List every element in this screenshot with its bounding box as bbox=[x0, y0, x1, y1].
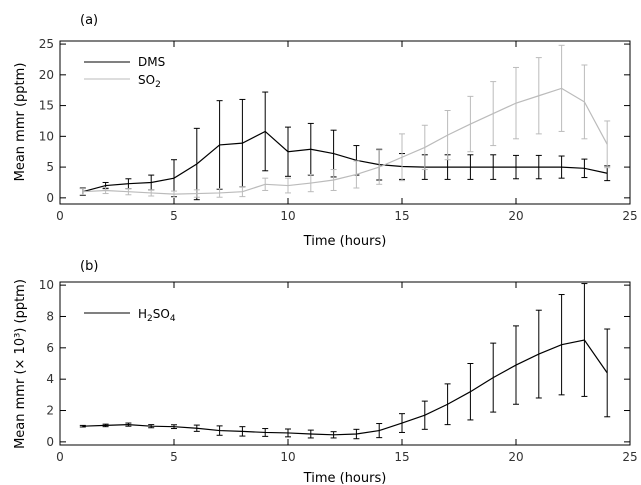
series-group-b bbox=[79, 283, 611, 440]
x-axis-label-a: Time (hours) bbox=[303, 234, 387, 249]
series-line-so2 bbox=[82, 87, 608, 195]
series-group-a bbox=[79, 44, 611, 201]
x-axis-b: 0 5 10 15 20 25 bbox=[56, 282, 638, 464]
x-axis-label-b: Time (hours) bbox=[303, 471, 387, 485]
panel-label-a: (a) bbox=[80, 13, 98, 28]
legend-b: H2SO4 bbox=[84, 307, 176, 324]
series-dms bbox=[79, 91, 611, 201]
y-tick-label: 0 bbox=[46, 191, 54, 205]
y-tick-label: 25 bbox=[39, 37, 54, 51]
series-line-h2so4 bbox=[82, 339, 608, 436]
y-axis-label-b: Mean mmr (× 10³) (pptm) bbox=[13, 279, 28, 449]
y-tick-label: 10 bbox=[39, 278, 54, 292]
x-tick-label: 15 bbox=[394, 450, 409, 464]
y-tick-label: 8 bbox=[46, 309, 54, 323]
x-tick-label: 15 bbox=[394, 209, 409, 223]
legend-label-so2: SO2 bbox=[138, 73, 161, 90]
legend-label-dms: DMS bbox=[138, 55, 165, 69]
x-tick-label: 25 bbox=[622, 450, 637, 464]
plot-frame-b bbox=[59, 281, 631, 446]
panel-label-b: (b) bbox=[80, 259, 98, 274]
plot-frame-a bbox=[59, 40, 631, 205]
panel-a: (a) 0 5 10 15 20 25 0 5 10 15 20 25 Time (hours) M… bbox=[13, 13, 638, 249]
x-tick-label: 5 bbox=[170, 450, 178, 464]
series-line-dms bbox=[82, 130, 608, 193]
legend-label-h2so4: H2SO4 bbox=[138, 307, 176, 324]
series-so2 bbox=[79, 44, 611, 198]
x-tick-label: 20 bbox=[508, 209, 523, 223]
x-tick-label: 25 bbox=[622, 209, 637, 223]
series-h2so4 bbox=[79, 283, 611, 440]
y-tick-label: 15 bbox=[39, 99, 54, 113]
y-axis-a: 0 5 10 15 20 25 bbox=[39, 37, 630, 205]
x-tick-label: 10 bbox=[280, 450, 295, 464]
y-tick-label: 2 bbox=[46, 404, 54, 418]
y-tick-label: 10 bbox=[39, 129, 54, 143]
panel-b: (b) 0 5 10 15 20 25 0 2 4 6 8 10 Time (hours) Mean… bbox=[13, 259, 638, 485]
x-tick-label: 0 bbox=[56, 450, 64, 464]
x-tick-label: 10 bbox=[280, 209, 295, 223]
y-axis-label-a: Mean mmr (pptm) bbox=[13, 63, 28, 182]
x-tick-label: 5 bbox=[170, 209, 178, 223]
x-tick-label: 20 bbox=[508, 450, 523, 464]
y-tick-label: 20 bbox=[39, 68, 54, 82]
legend-a: DMS SO2 bbox=[84, 55, 165, 90]
y-tick-label: 4 bbox=[46, 372, 54, 386]
y-tick-label: 0 bbox=[46, 435, 54, 449]
y-axis-b: 0 2 4 6 8 10 bbox=[39, 278, 630, 449]
x-tick-label: 0 bbox=[56, 209, 64, 223]
x-axis-a: 0 5 10 15 20 25 bbox=[56, 41, 638, 223]
y-tick-label: 5 bbox=[46, 160, 54, 174]
y-tick-label: 6 bbox=[46, 341, 54, 355]
